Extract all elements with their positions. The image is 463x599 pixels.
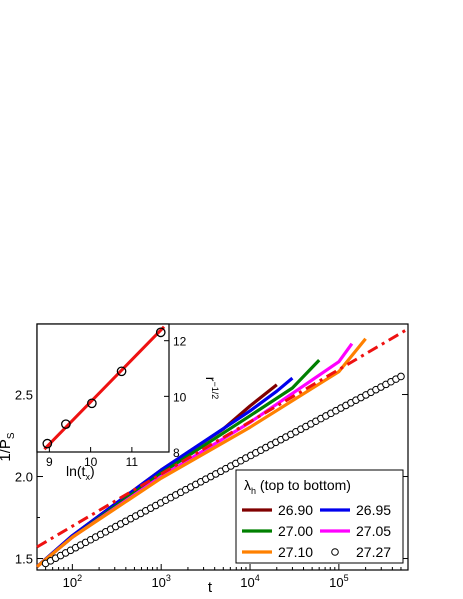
inset-y-label-sup: −1/2: [210, 381, 220, 399]
inset-ticks: 9 10 11 8 10 12: [46, 335, 187, 469]
legend-label: 26.95: [356, 502, 391, 518]
x-tick-label: 105: [329, 573, 348, 590]
main-x-axis-label: t: [208, 579, 213, 596]
x-tick-label-exp: 2: [77, 573, 82, 583]
inset-data-point: [116, 366, 127, 377]
legend-label: 27.05: [356, 523, 391, 539]
inset-data-point: [42, 438, 53, 449]
inset-x-tick-label: 10: [84, 455, 98, 469]
legend-frame: [235, 469, 404, 564]
inset-data-point: [155, 327, 166, 338]
inset-y-tick-label: 8: [173, 446, 180, 460]
x-tick-label-base: 10: [240, 575, 254, 590]
legend-marker-27-27: [331, 548, 339, 556]
legend-title: λh (top to bottom): [244, 477, 351, 496]
x-tick-label-base: 10: [151, 575, 165, 590]
x-tick-label-exp: 3: [166, 573, 171, 583]
x-tick-label-exp: 4: [255, 573, 260, 583]
main-y-axis-label: 1/PS: [0, 432, 17, 462]
inset-series: [42, 325, 166, 451]
y-tick-label: 2.0: [15, 470, 33, 485]
inset-data-point: [61, 419, 71, 430]
legend-label: 26.90: [278, 502, 313, 518]
svg-text:r−1/2: r−1/2: [203, 377, 220, 399]
x-tick-label: 104: [240, 573, 259, 590]
inset-x-label-end: ): [90, 463, 95, 479]
inset-y-label-main: r: [203, 377, 219, 382]
x-tick-label-base: 10: [63, 575, 77, 590]
inset-chart: 9 10 11 8 10 12 ln(tx) r−1/2: [36, 323, 220, 482]
main-series: [35, 327, 409, 568]
x-tick-label-base: 10: [329, 575, 343, 590]
svg-text:1/PS: 1/PS: [0, 432, 17, 462]
inset-fit-line: [43, 325, 166, 451]
legend-label: 27.27: [356, 544, 391, 560]
inset-x-tick-label: 11: [126, 455, 139, 469]
inset-x-label-main: ln(t: [66, 463, 86, 479]
data-point-27-27: [397, 372, 405, 381]
legend-title-rest: (top to bottom): [256, 477, 351, 493]
inset-x-tick-label: 9: [46, 455, 53, 469]
main-y-label-main: 1/P: [0, 439, 14, 462]
inset-y-axis-label: r−1/2: [203, 377, 220, 399]
legend-title-symbol: λ: [244, 477, 251, 493]
legend-label: 27.10: [278, 544, 313, 560]
inset-data-point: [87, 398, 97, 409]
x-tick-label-exp: 5: [344, 573, 349, 583]
legend-label: 27.00: [278, 523, 313, 539]
inset-y-tick-label: 10: [173, 390, 187, 404]
x-tick-label: 102: [63, 573, 82, 590]
y-tick-label: 1.5: [15, 552, 33, 567]
legend-title-sub: h: [251, 486, 256, 496]
main-y-label-sub: S: [6, 432, 17, 439]
series-line-27-10: [35, 337, 367, 568]
y-tick-label: 2.5: [15, 388, 33, 403]
inset-x-axis-label: ln(tx): [66, 463, 95, 482]
legend-items: 26.90 26.95 27.00 27.05 27.10 27.27: [242, 502, 391, 560]
x-tick-label: 103: [151, 573, 170, 590]
inset-x-label-sub: x: [85, 472, 90, 482]
inset-y-tick-label: 12: [173, 335, 187, 349]
